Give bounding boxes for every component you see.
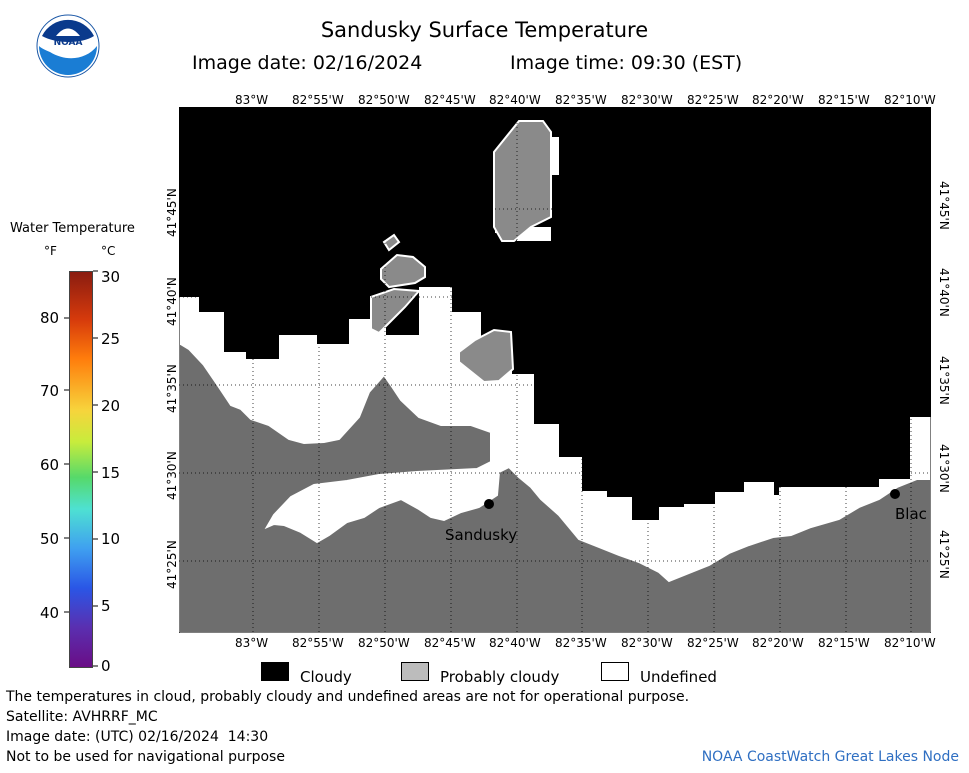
lon-label-top: 82°40'W — [489, 93, 541, 107]
lon-label-top: 82°55'W — [292, 93, 344, 107]
legend-probably-cloudy-swatch — [401, 662, 429, 681]
lat-label-left: 41°30'N — [165, 451, 179, 500]
lon-label-top: 82°10'W — [884, 93, 936, 107]
f-tick: 40 — [40, 604, 60, 622]
lon-label-bottom: 82°20'W — [752, 636, 804, 650]
unit-fahrenheit: °F — [44, 244, 57, 258]
f-tick: 50 — [40, 530, 60, 548]
lon-label-bottom: 82°55'W — [292, 636, 344, 650]
f-tick: 60 — [40, 456, 60, 474]
image-time: Image time: 09:30 (EST) — [510, 52, 743, 74]
legend-cloudy-swatch — [261, 662, 289, 681]
lon-label-bottom: 82°25'W — [687, 636, 739, 650]
credit-text: NOAA CoastWatch Great Lakes Node — [701, 749, 959, 765]
legend-cloudy-label: Cloudy — [300, 668, 352, 686]
colorbar-title: Water Temperature — [10, 221, 135, 236]
lon-label-top: 82°25'W — [687, 93, 739, 107]
colorbar-ticks — [64, 270, 98, 667]
unit-celsius: °C — [101, 244, 116, 258]
east-city-label: Blac — [895, 505, 927, 523]
lat-label-left: 41°35'N — [165, 364, 179, 413]
lon-label-bottom: 82°40'W — [489, 636, 541, 650]
map-title: Sandusky Surface Temperature — [320, 18, 649, 42]
lat-label-right: 41°35'N — [937, 356, 951, 405]
lon-label-top: 82°50'W — [358, 93, 410, 107]
sandusky-label: Sandusky — [445, 526, 517, 544]
disclaimer-text: The temperatures in cloud, probably clou… — [6, 689, 690, 705]
lon-label-top: 82°35'W — [555, 93, 607, 107]
lon-label-bottom: 83°W — [235, 636, 269, 650]
c-tick: 10 — [101, 530, 121, 548]
lon-label-bottom: 82°45'W — [424, 636, 476, 650]
lon-label-top: 82°45'W — [424, 93, 476, 107]
probably-cloudy-areas — [370, 120, 552, 384]
legend-probably-cloudy-label: Probably cloudy — [440, 668, 560, 686]
c-tick: 15 — [101, 464, 121, 482]
legend-undefined-swatch — [601, 662, 629, 681]
utc-date-text: Image date: (UTC) 02/16/2024 14:30 — [6, 729, 269, 745]
image-date: Image date: 02/16/2024 — [192, 52, 423, 74]
lat-label-right: 41°40'N — [937, 268, 951, 317]
color-scale-bar — [69, 271, 93, 668]
lat-label-left: 41°45'N — [165, 188, 179, 237]
lon-label-top: 82°15'W — [818, 93, 870, 107]
c-tick: 0 — [101, 657, 111, 675]
lon-label-top: 82°30'W — [621, 93, 673, 107]
lon-label-top: 83°W — [235, 93, 269, 107]
legend-undefined-label: Undefined — [640, 668, 717, 686]
c-tick: 30 — [101, 268, 121, 286]
sandusky-marker — [484, 499, 494, 509]
lat-label-right: 41°45'N — [937, 181, 951, 230]
lon-label-bottom: 82°10'W — [884, 636, 936, 650]
lon-label-bottom: 82°30'W — [621, 636, 673, 650]
map-panel: Sandusky Blac — [179, 107, 931, 633]
cloud-mask — [179, 107, 931, 520]
f-tick: 80 — [40, 309, 60, 327]
svg-text:NOAA: NOAA — [54, 38, 83, 48]
lon-label-bottom: 82°35'W — [555, 636, 607, 650]
lat-label-right: 41°30'N — [937, 444, 951, 493]
lon-label-bottom: 82°50'W — [358, 636, 410, 650]
c-tick: 25 — [101, 330, 121, 348]
lat-label-left: 41°25'N — [165, 540, 179, 589]
c-tick: 20 — [101, 397, 121, 415]
lat-label-left: 41°40'N — [165, 277, 179, 326]
graticule — [179, 107, 931, 633]
c-tick: 5 — [101, 597, 111, 615]
satellite-text: Satellite: AVHRRF_MC — [6, 709, 158, 725]
f-tick: 70 — [40, 382, 60, 400]
lon-label-bottom: 82°15'W — [818, 636, 870, 650]
noaa-logo: NOAA — [36, 14, 100, 78]
navigation-warning: Not to be used for navigational purpose — [6, 749, 285, 765]
lon-label-top: 82°20'W — [752, 93, 804, 107]
east-city-marker — [890, 489, 900, 499]
lat-label-right: 41°25'N — [937, 530, 951, 579]
